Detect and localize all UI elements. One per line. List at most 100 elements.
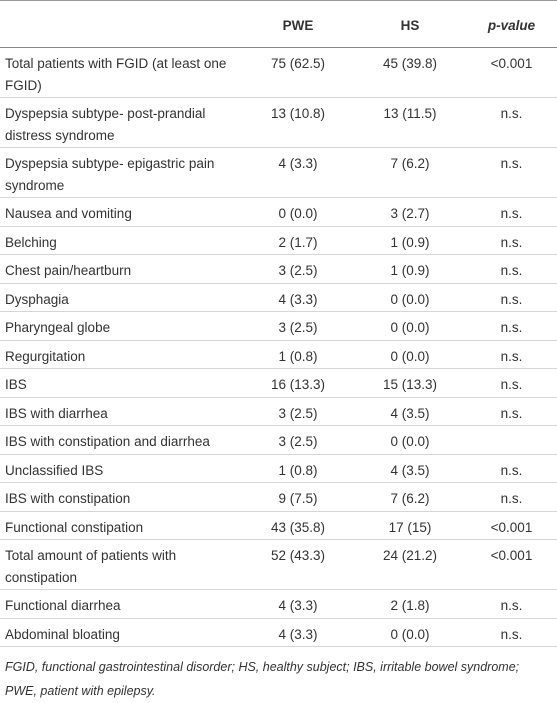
- table-header: PWE HS p-value: [0, 0, 557, 48]
- row-label: IBS with constipation: [0, 482, 242, 512]
- row-label: Functional constipation: [0, 511, 242, 540]
- row-label: Total patients with FGID (at least one F…: [0, 47, 242, 98]
- cell: n.s.: [466, 254, 557, 284]
- cell: n.s.: [466, 397, 557, 426]
- row-label: IBS with constipation and diarrhea: [0, 425, 242, 455]
- cell: n.s.: [466, 482, 557, 512]
- row-label: Unclassified IBS: [0, 454, 242, 483]
- cell: 4 (3.3): [242, 283, 354, 312]
- cell: 13 (11.5): [354, 97, 466, 148]
- cell: 7 (6.2): [354, 482, 466, 512]
- table-row: Chest pain/heartburn 3 (2.5) 1 (0.9) n.s.: [0, 254, 557, 284]
- table-row: Functional constipation 43 (35.8) 17 (15) <…: [0, 511, 557, 540]
- cell: <0.001: [466, 47, 557, 98]
- cell: 1 (0.9): [354, 226, 466, 255]
- cell: 9 (7.5): [242, 482, 354, 512]
- cell: 1 (0.9): [354, 254, 466, 284]
- cell: 4 (3.3): [242, 618, 354, 647]
- cell: n.s.: [466, 283, 557, 312]
- cell: n.s.: [466, 197, 557, 227]
- row-label: Abdominal bloating: [0, 618, 242, 647]
- cell: 3 (2.5): [242, 254, 354, 284]
- column-header: HS: [354, 0, 466, 48]
- table-row: IBS 16 (13.3) 15 (13.3) n.s.: [0, 368, 557, 398]
- column-header: p-value: [466, 0, 557, 48]
- cell: n.s.: [466, 618, 557, 647]
- cell: 3 (2.7): [354, 197, 466, 227]
- table-row: Regurgitation 1 (0.8) 0 (0.0) n.s.: [0, 340, 557, 369]
- cell: 7 (6.2): [354, 147, 466, 198]
- data-table: PWE HS p-value Total patients with FGID …: [0, 0, 557, 647]
- row-label: Nausea and vomiting: [0, 197, 242, 227]
- cell: n.s.: [466, 226, 557, 255]
- cell: 16 (13.3): [242, 368, 354, 398]
- cell: 0 (0.0): [354, 618, 466, 647]
- table-row: Pharyngeal globe 3 (2.5) 0 (0.0) n.s.: [0, 311, 557, 341]
- table-row: Unclassified IBS 1 (0.8) 4 (3.5) n.s.: [0, 454, 557, 483]
- cell: 2 (1.7): [242, 226, 354, 255]
- cell: 4 (3.3): [242, 147, 354, 198]
- table-row: Nausea and vomiting 0 (0.0) 3 (2.7) n.s.: [0, 197, 557, 227]
- cell: n.s.: [466, 147, 557, 198]
- row-label: IBS with diarrhea: [0, 397, 242, 426]
- table-row: Functional diarrhea 4 (3.3) 2 (1.8) n.s.: [0, 589, 557, 619]
- row-label: Dysphagia: [0, 283, 242, 312]
- table-row: Dyspepsia subtype- post-prandial distres…: [0, 97, 557, 148]
- cell: 24 (21.2): [354, 539, 466, 590]
- cell: 4 (3.3): [242, 589, 354, 619]
- table-body: Total patients with FGID (at least one F…: [0, 47, 557, 647]
- cell: 1 (0.8): [242, 340, 354, 369]
- row-label: Belching: [0, 226, 242, 255]
- row-label: Dyspepsia subtype- post-prandial distres…: [0, 97, 242, 148]
- cell: 0 (0.0): [242, 197, 354, 227]
- row-label: Chest pain/heartburn: [0, 254, 242, 284]
- row-label: Regurgitation: [0, 340, 242, 369]
- cell: <0.001: [466, 511, 557, 540]
- footnote: FGID, functional gastrointestinal disord…: [5, 660, 520, 698]
- table-row: IBS with diarrhea 3 (2.5) 4 (3.5) n.s.: [0, 397, 557, 426]
- row-label: IBS: [0, 368, 242, 398]
- cell: 3 (2.5): [242, 311, 354, 341]
- table-row: Abdominal bloating 4 (3.3) 0 (0.0) n.s.: [0, 618, 557, 647]
- cell: 2 (1.8): [354, 589, 466, 619]
- cell: <0.001: [466, 539, 557, 590]
- cell: 43 (35.8): [242, 511, 354, 540]
- cell: n.s.: [466, 589, 557, 619]
- table-row: Dyspepsia subtype- epigastric pain syndr…: [0, 147, 557, 198]
- cell: 3 (2.5): [242, 397, 354, 426]
- row-label: Total amount of patients with constipati…: [0, 539, 242, 590]
- cell: [466, 425, 557, 455]
- cell: 13 (10.8): [242, 97, 354, 148]
- header-blank: [0, 0, 242, 48]
- cell: 52 (43.3): [242, 539, 354, 590]
- cell: 17 (15): [354, 511, 466, 540]
- row-label: Dyspepsia subtype- epigastric pain syndr…: [0, 147, 242, 198]
- cell: 3 (2.5): [242, 425, 354, 455]
- table-row: IBS with constipation and diarrhea 3 (2.5…: [0, 425, 557, 455]
- cell: 45 (39.8): [354, 47, 466, 98]
- cell: n.s.: [466, 368, 557, 398]
- cell: n.s.: [466, 454, 557, 483]
- cell: 4 (3.5): [354, 454, 466, 483]
- table-row: Belching 2 (1.7) 1 (0.9) n.s.: [0, 226, 557, 255]
- header-row: PWE HS p-value: [0, 0, 557, 48]
- row-label: Pharyngeal globe: [0, 311, 242, 341]
- table-row: Total patients with FGID (at least one F…: [0, 47, 557, 98]
- cell: 0 (0.0): [354, 283, 466, 312]
- cell: 4 (3.5): [354, 397, 466, 426]
- row-label: Functional diarrhea: [0, 589, 242, 619]
- cell: n.s.: [466, 97, 557, 148]
- table-row: Total amount of patients with constipati…: [0, 539, 557, 590]
- cell: 1 (0.8): [242, 454, 354, 483]
- column-header: PWE: [242, 0, 354, 48]
- cell: n.s.: [466, 340, 557, 369]
- cell: 15 (13.3): [354, 368, 466, 398]
- cell: 0 (0.0): [354, 311, 466, 341]
- cell: 0 (0.0): [354, 340, 466, 369]
- cell: 0 (0.0): [354, 425, 466, 455]
- table-row: Dysphagia 4 (3.3) 0 (0.0) n.s.: [0, 283, 557, 312]
- cell: 75 (62.5): [242, 47, 354, 98]
- cell: n.s.: [466, 311, 557, 341]
- table-row: IBS with constipation 9 (7.5) 7 (6.2) n.s.: [0, 482, 557, 512]
